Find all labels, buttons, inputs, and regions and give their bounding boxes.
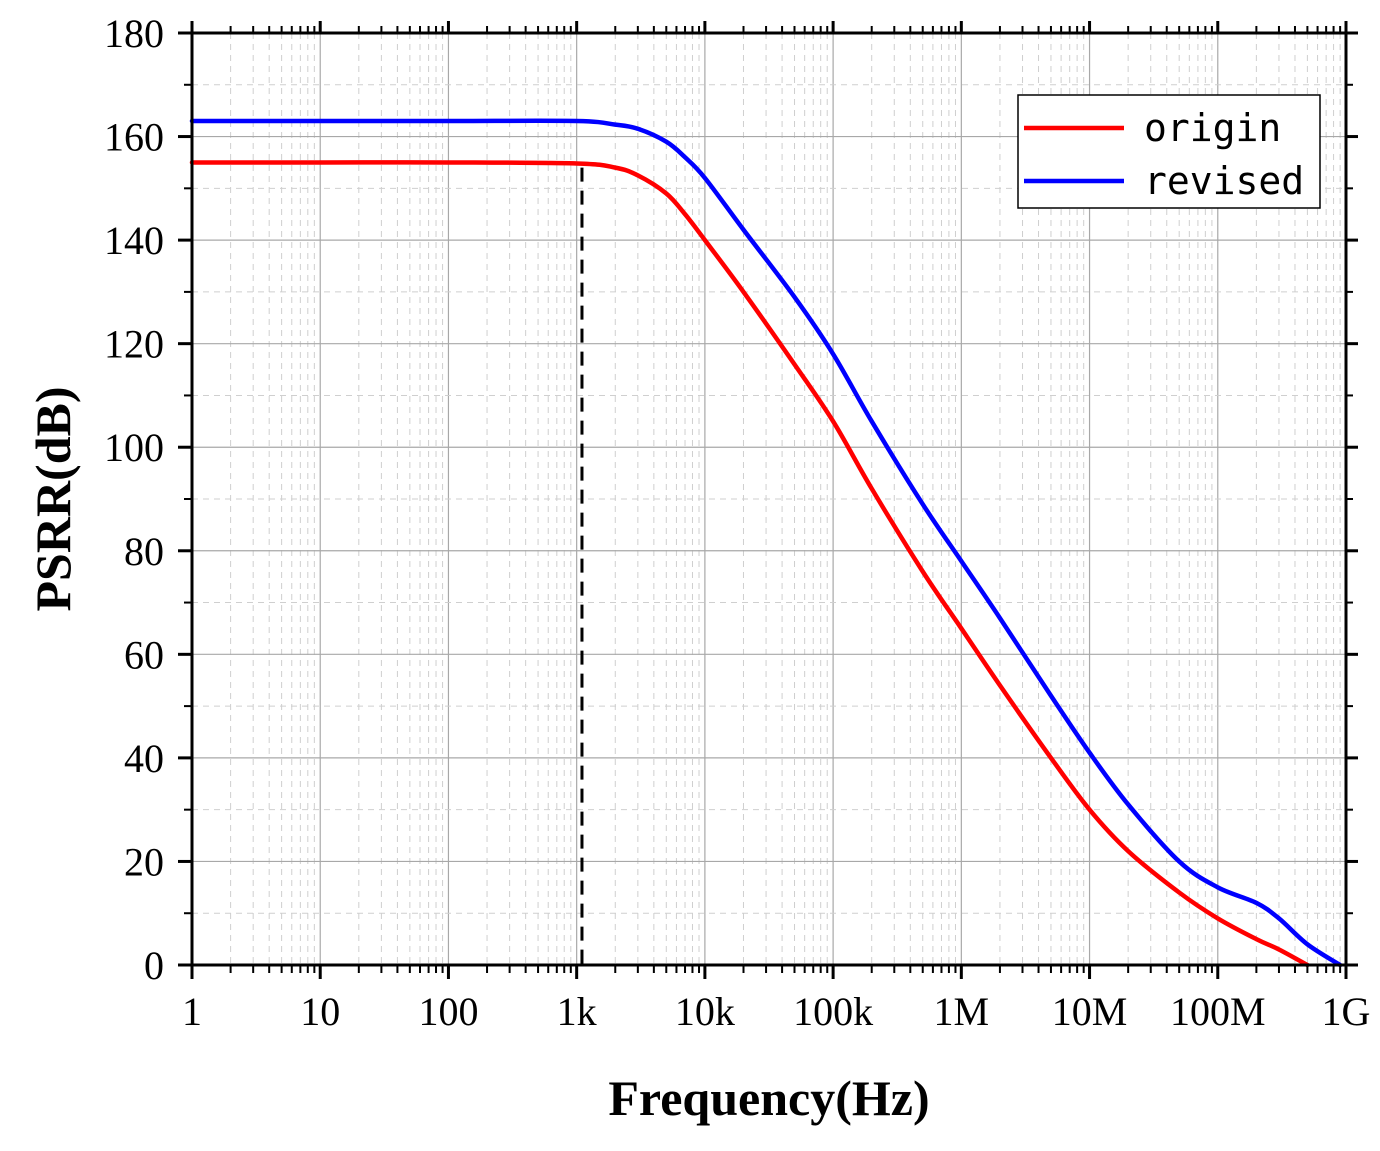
x-tick-label: 100M [1170,989,1266,1034]
y-tick-label: 60 [124,632,164,677]
axis-ticks [178,21,1358,979]
series-line-revised [189,118,1343,968]
y-tick-label: 160 [104,115,164,160]
series-line-origin [189,160,1310,968]
y-tick-label: 180 [104,11,164,56]
y-tick-label: 140 [104,218,164,263]
x-tick-label: 1k [557,989,597,1034]
legend-label-revised: revised [1144,159,1304,203]
y-tick-label: 20 [124,839,164,884]
y-tick-label: 0 [144,943,164,988]
x-tick-label: 1G [1322,989,1371,1034]
x-tick-label: 1 [182,989,202,1034]
y-tick-label: 120 [104,322,164,367]
x-tick-labels: 1 10 100 1k 10k 100k 1M 10M 100M 1G [182,989,1370,1034]
x-tick-label: 100k [793,989,873,1034]
x-tick-label: 10 [300,989,340,1034]
y-tick-label: 80 [124,529,164,574]
legend-box [1017,94,1321,209]
x-tick-label: 10k [675,989,735,1034]
series-group [189,118,1343,968]
x-axis-title: Frequency(Hz) [608,1070,929,1126]
x-tick-label: 10M [1052,989,1128,1034]
y-axis-title: PSRR(dB) [25,386,81,611]
legend-label-origin: origin [1144,106,1281,150]
y-tick-label: 40 [124,736,164,781]
legend: origin revised [1017,94,1321,209]
x-tick-label: 1M [934,989,990,1034]
grid [192,33,1346,965]
y-tick-label: 100 [104,425,164,470]
x-tick-label: 100 [418,989,478,1034]
y-tick-labels: 0 20 40 60 80 100 120 140 160 180 [104,11,164,988]
